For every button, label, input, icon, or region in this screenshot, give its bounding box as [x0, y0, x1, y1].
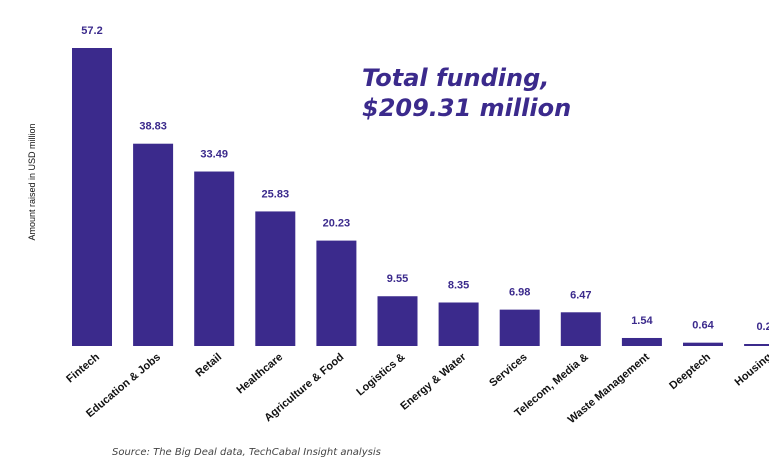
tick-label-logistics: Logistics &	[354, 351, 407, 398]
tick-label-services: Services	[487, 351, 529, 389]
y-axis-label: Amount raised in USD million	[27, 123, 37, 240]
total-funding-annotation-line-1: Total funding,	[362, 64, 549, 92]
value-label-education-jobs: 38.83	[139, 121, 167, 133]
bar-telecom-media	[560, 312, 601, 346]
bar-fintech	[72, 48, 112, 346]
bar-logistics	[377, 296, 418, 346]
value-label-agriculture-food: 20.23	[323, 218, 351, 230]
value-label-healthcare: 25.83	[262, 188, 290, 200]
value-label-deeptech: 0.64	[692, 320, 714, 332]
tick-label-fintech: Fintech	[64, 351, 102, 386]
bar-energy-water	[438, 302, 479, 346]
source-note: Source: The Big Deal data, TechCabal Ins…	[112, 447, 381, 458]
bars-group	[72, 48, 769, 346]
value-label-retail: 33.49	[200, 149, 228, 161]
tick-label-energy-water: Energy & Water	[398, 351, 469, 413]
value-label-services: 6.98	[509, 287, 530, 299]
bar-housing	[744, 344, 769, 346]
value-label-telecom-media: 6.47	[570, 289, 591, 301]
bar-services	[499, 309, 540, 346]
bar-education-jobs	[133, 143, 174, 346]
value-label-logistics: 9.55	[387, 273, 408, 285]
bar-agriculture-food	[316, 240, 357, 346]
value-label-waste-management: 1.54	[631, 315, 653, 327]
bar-deeptech	[683, 342, 723, 346]
tick-label-healthcare: Healthcare	[234, 351, 285, 396]
bar-waste-management	[621, 337, 662, 346]
total-funding-annotation-line-2: $209.31 million	[362, 94, 571, 122]
tick-label-retail: Retail	[193, 351, 224, 379]
value-label-fintech: 57.2	[81, 25, 102, 37]
tick-label-deeptech: Deeptech	[667, 351, 713, 392]
value-label-energy-water: 8.35	[448, 279, 469, 291]
value-labels-group: 57.2 38.83 33.49 25.83 20.23 9.55 8.35 6.98 6.47…	[81, 25, 769, 333]
bar-healthcare	[255, 211, 296, 346]
value-label-housing: 0.2	[756, 321, 769, 333]
bar-retail	[194, 171, 235, 346]
tick-label-housing: Housing	[733, 351, 769, 388]
